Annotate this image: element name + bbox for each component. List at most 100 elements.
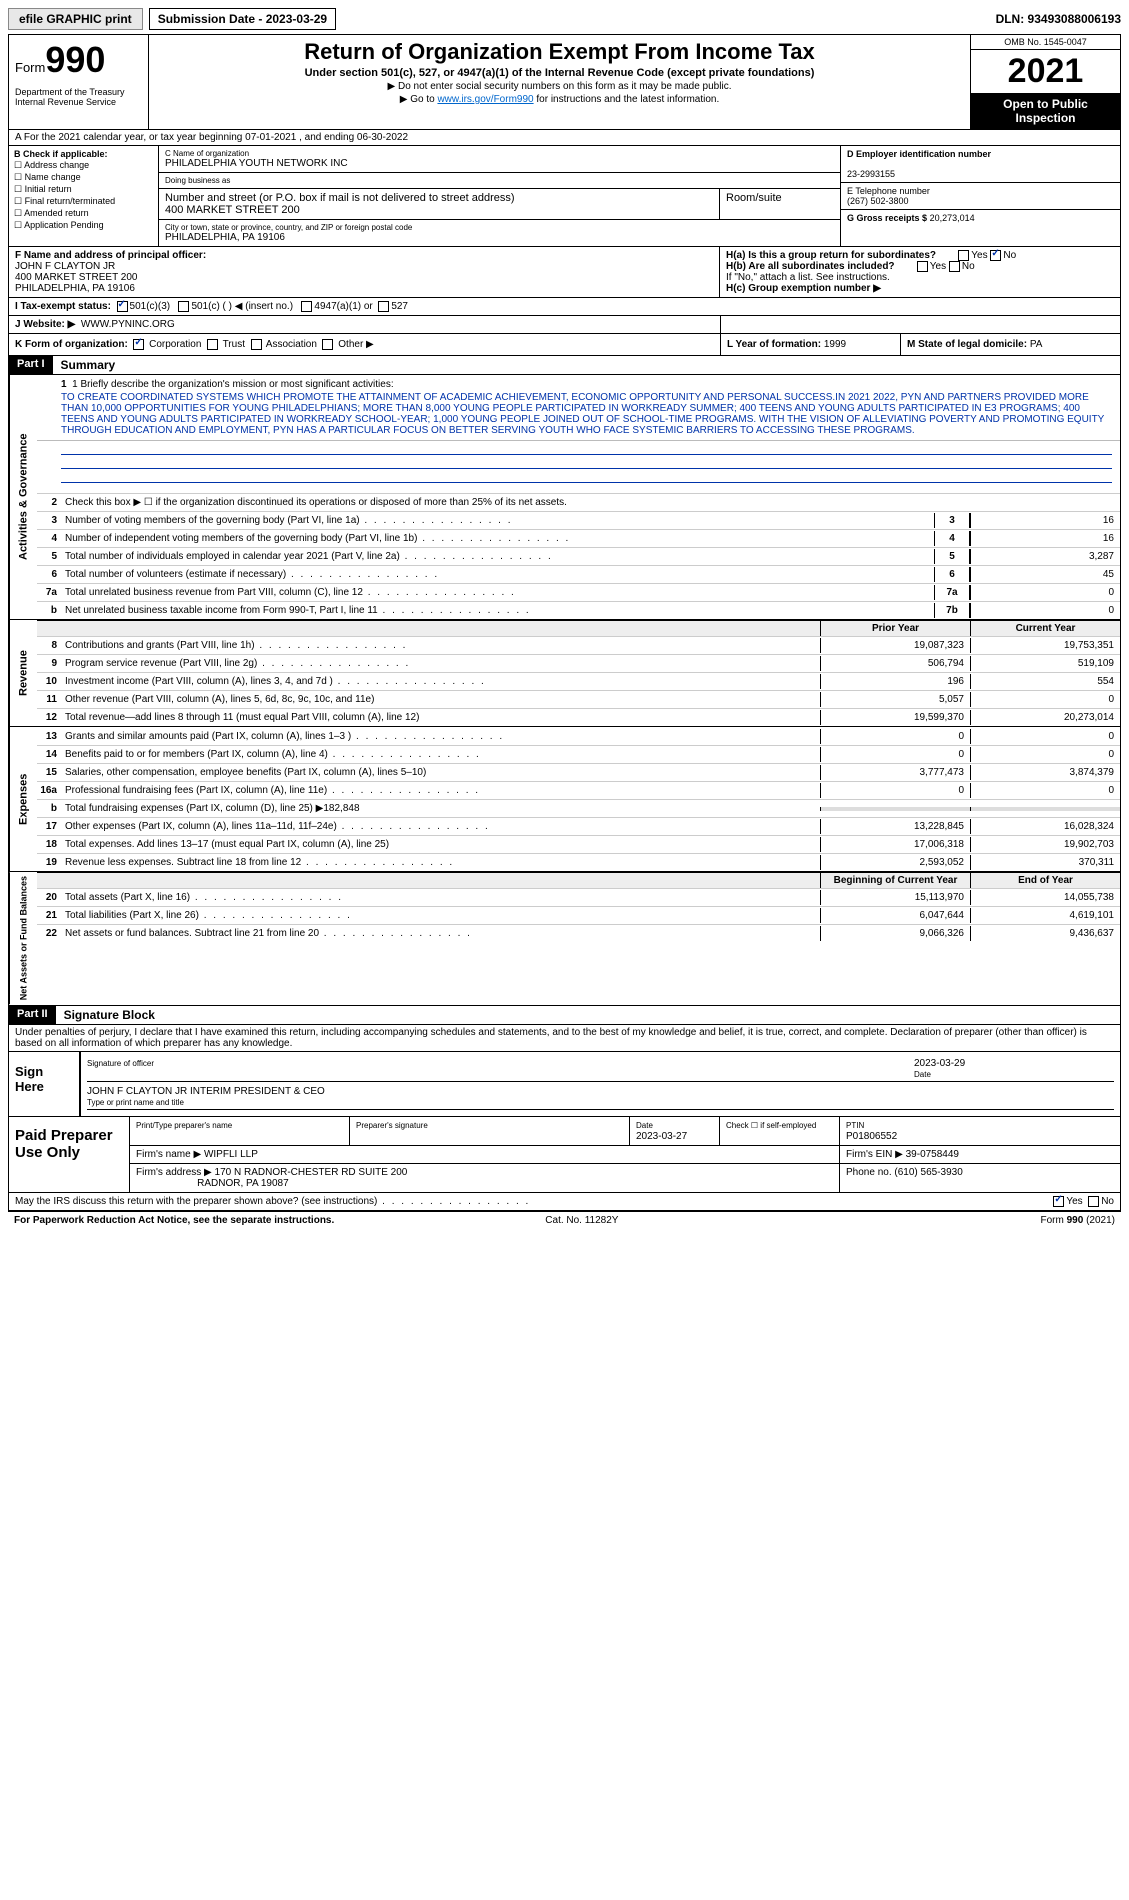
irs-link[interactable]: www.irs.gov/Form990 — [437, 94, 533, 105]
end-year-hdr: End of Year — [970, 873, 1120, 888]
city-value: PHILADELPHIA, PA 19106 — [165, 232, 834, 243]
org-name-label: C Name of organization — [165, 149, 834, 158]
chk-trust[interactable] — [207, 339, 218, 350]
firm-phone: (610) 565-3930 — [894, 1167, 962, 1178]
form-meta-block: OMB No. 1545-0047 2021 Open to Public In… — [970, 35, 1120, 129]
chk-initial-return[interactable]: ☐ Initial return — [14, 184, 153, 195]
form-header: Form990 Department of the Treasury Inter… — [9, 35, 1120, 130]
line7b-desc: Net unrelated business taxable income fr… — [61, 603, 934, 618]
chk-address-change[interactable]: ☐ Address change — [14, 160, 153, 171]
firm-ein: 39-0758449 — [906, 1149, 959, 1160]
public-inspection: Open to Public Inspection — [971, 93, 1120, 129]
hb-no-box[interactable] — [949, 261, 960, 272]
line4-desc: Number of independent voting members of … — [61, 531, 934, 546]
firm-addr2: RADNOR, PA 19087 — [197, 1178, 289, 1189]
part2-badge: Part II — [9, 1006, 56, 1024]
line3-val: 16 — [970, 513, 1120, 528]
netassets-section: Net Assets or Fund Balances Beginning of… — [9, 872, 1120, 1005]
ein-value: 23-2993155 — [847, 169, 895, 179]
hb-label: H(b) Are all subordinates included? — [726, 261, 895, 272]
part2-title: Signature Block — [56, 1006, 163, 1024]
blank-line-3 — [61, 469, 1112, 483]
chk-corp[interactable] — [133, 339, 144, 350]
form-title-block: Return of Organization Exempt From Incom… — [149, 35, 970, 129]
col-b-checkboxes: B Check if applicable: ☐ Address change … — [9, 146, 159, 246]
tax-status-label: I Tax-exempt status: — [15, 301, 111, 312]
hb-yes-box[interactable] — [917, 261, 928, 272]
chk-501c[interactable] — [178, 301, 189, 312]
chk-name-change[interactable]: ☐ Name change — [14, 172, 153, 183]
dba-label: Doing business as — [165, 176, 834, 185]
row-j-website: J Website: ▶ WWW.PYNINC.ORG — [9, 316, 1120, 334]
line5-desc: Total number of individuals employed in … — [61, 549, 934, 564]
officer-addr2: PHILADELPHIA, PA 19106 — [15, 283, 135, 294]
street-value: 400 MARKET STREET 200 — [165, 204, 713, 216]
officer-addr1: 400 MARKET STREET 200 — [15, 272, 137, 283]
governance-section: Activities & Governance 1 1 Briefly desc… — [9, 375, 1120, 620]
discuss-yes[interactable] — [1053, 1196, 1064, 1207]
ha-no-box[interactable] — [990, 250, 1001, 261]
form-990-page: efile GRAPHIC print Submission Date - 20… — [0, 0, 1129, 1237]
curr-year-hdr: Current Year — [970, 621, 1120, 636]
discuss-no[interactable] — [1088, 1196, 1099, 1207]
footer-left: For Paperwork Reduction Act Notice, see … — [14, 1215, 334, 1226]
expenses-vlabel: Expenses — [9, 727, 37, 871]
line7a-val: 0 — [970, 585, 1120, 600]
blank-line-2 — [61, 455, 1112, 469]
chk-501c3[interactable] — [117, 301, 128, 312]
mission-label: 1 Briefly describe the organization's mi… — [72, 379, 394, 390]
row-k-org-form: K Form of organization: Corporation Trus… — [9, 334, 1120, 356]
officer-label: F Name and address of principal officer: — [15, 250, 206, 261]
chk-assoc[interactable] — [251, 339, 262, 350]
hint-link: ▶ Go to www.irs.gov/Form990 for instruct… — [157, 94, 962, 105]
chk-527[interactable] — [378, 301, 389, 312]
line5-val: 3,287 — [970, 549, 1120, 564]
row-a-tax-year: A For the 2021 calendar year, or tax yea… — [9, 130, 1120, 146]
form-title: Return of Organization Exempt From Incom… — [157, 39, 962, 65]
revenue-section: Revenue Prior YearCurrent Year 8Contribu… — [9, 620, 1120, 727]
dept-label: Department of the Treasury Internal Reve… — [15, 87, 142, 107]
city-label: City or town, state or province, country… — [165, 223, 834, 232]
line7a-desc: Total unrelated business revenue from Pa… — [61, 585, 934, 600]
chk-other[interactable] — [322, 339, 333, 350]
hc-label: H(c) Group exemption number ▶ — [726, 283, 881, 294]
dln: DLN: 93493088006193 — [996, 12, 1121, 26]
form-subtitle: Under section 501(c), 527, or 4947(a)(1)… — [157, 67, 962, 79]
ein-label: D Employer identification number — [847, 149, 991, 159]
part2-header-row: Part II Signature Block — [9, 1006, 1120, 1025]
line2-desc: Check this box ▶ ☐ if the organization d… — [61, 495, 1120, 510]
officer-name: JOHN F CLAYTON JR — [15, 261, 115, 272]
efile-print-button[interactable]: efile GRAPHIC print — [8, 8, 143, 30]
gross-label: G Gross receipts $ — [847, 213, 927, 223]
submission-date: Submission Date - 2023-03-29 — [149, 8, 336, 30]
state-domicile: PA — [1030, 339, 1043, 350]
ha-label: H(a) Is this a group return for subordin… — [726, 250, 936, 261]
chk-application-pending[interactable]: ☐ Application Pending — [14, 220, 153, 231]
hb-note: If "No," attach a list. See instructions… — [726, 272, 1114, 283]
org-name: PHILADELPHIA YOUTH NETWORK INC — [165, 158, 834, 169]
line3-desc: Number of voting members of the governin… — [61, 513, 934, 528]
website-value: WWW.PYNINC.ORG — [81, 319, 175, 330]
form-prefix: Form — [15, 60, 45, 75]
expenses-section: Expenses 13Grants and similar amounts pa… — [9, 727, 1120, 872]
prior-year-hdr: Prior Year — [820, 621, 970, 636]
website-label: J Website: ▶ — [15, 319, 75, 330]
org-form-label: K Form of organization: — [15, 339, 128, 350]
row-i-tax-status: I Tax-exempt status: 501(c)(3) 501(c) ( … — [9, 298, 1120, 316]
declaration-text: Under penalties of perjury, I declare th… — [9, 1025, 1120, 1052]
sign-here-label: Sign Here — [9, 1052, 79, 1116]
line6-val: 45 — [970, 567, 1120, 582]
form-container: Form990 Department of the Treasury Inter… — [8, 34, 1121, 1211]
chk-4947[interactable] — [301, 301, 312, 312]
footer-mid: Cat. No. 11282Y — [545, 1215, 618, 1226]
chk-amended[interactable]: ☐ Amended return — [14, 208, 153, 219]
firm-name: WIPFLI LLP — [204, 1149, 258, 1160]
discuss-row: May the IRS discuss this return with the… — [9, 1193, 1120, 1210]
part1-title: Summary — [53, 356, 124, 374]
revenue-vlabel: Revenue — [9, 620, 37, 726]
ha-yes-box[interactable] — [958, 250, 969, 261]
row-f-h: F Name and address of principal officer:… — [9, 247, 1120, 298]
chk-final-return[interactable]: ☐ Final return/terminated — [14, 196, 153, 207]
form-number: 990 — [45, 39, 105, 80]
year-formation-label: L Year of formation: — [727, 339, 821, 350]
